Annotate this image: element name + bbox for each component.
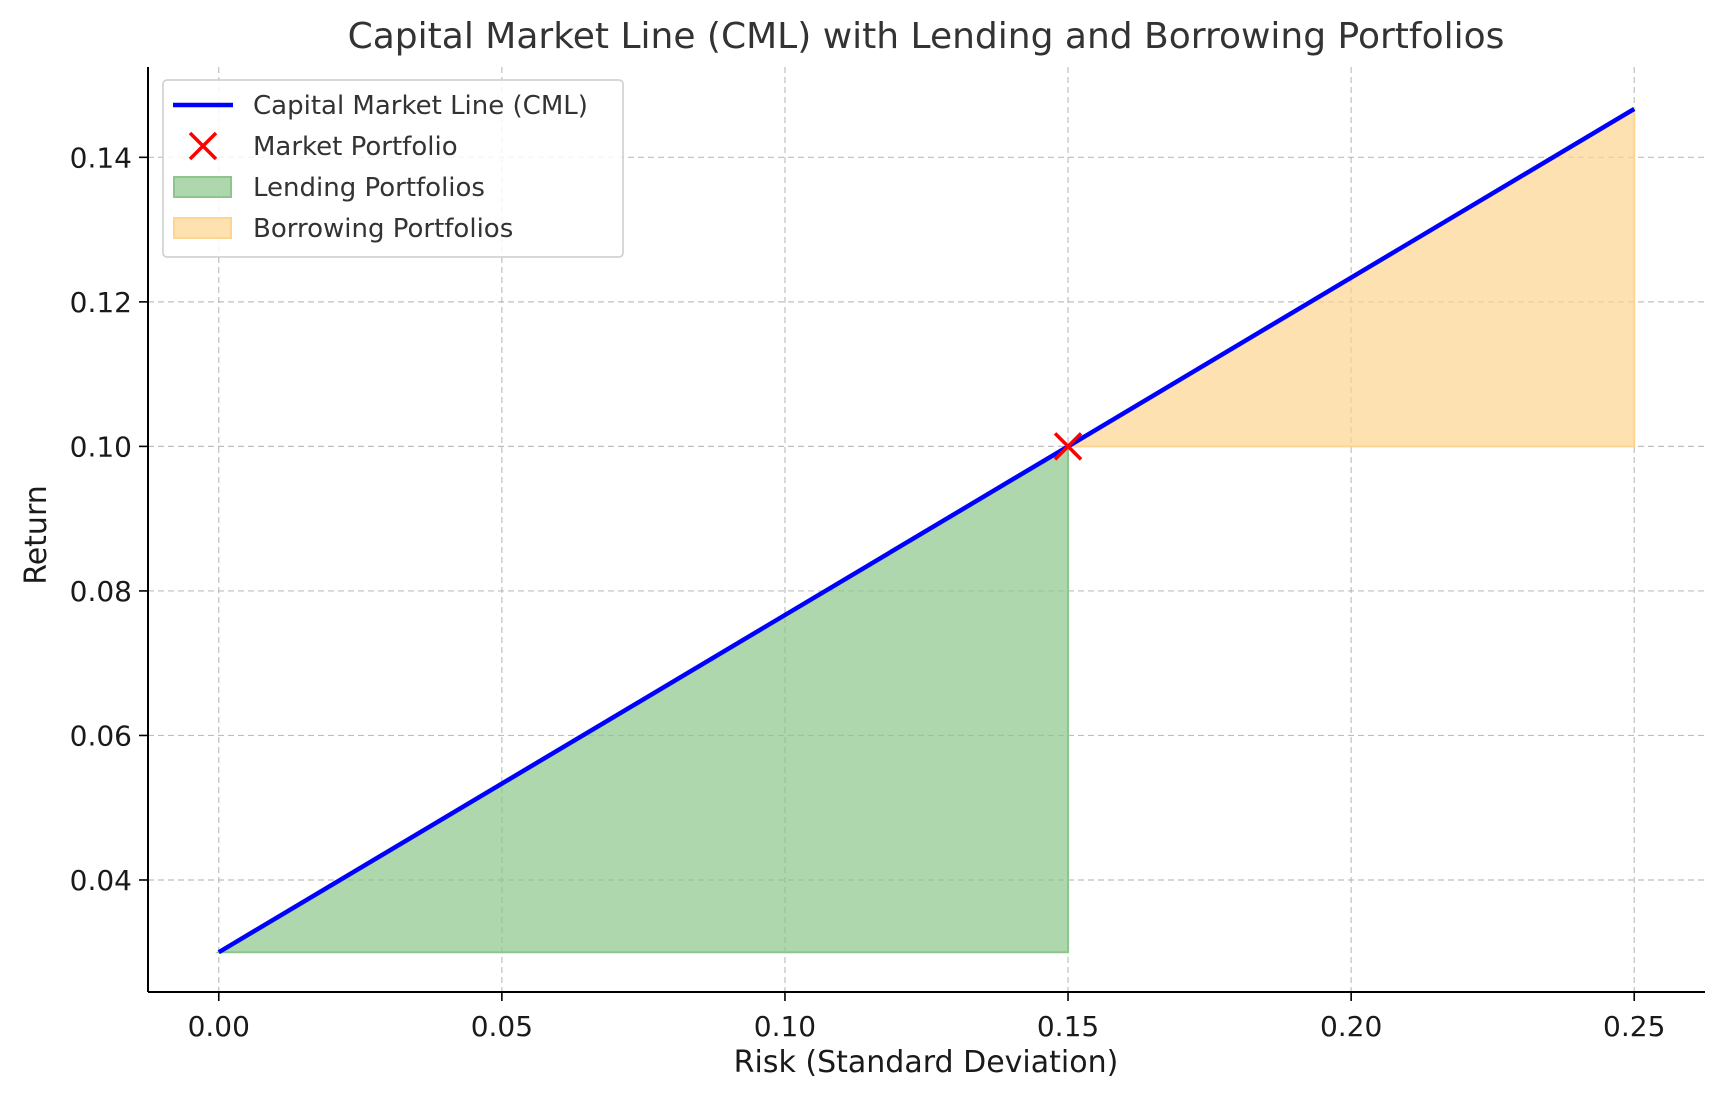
x-tick-label: 0.05 xyxy=(471,1010,533,1043)
x-tick-label: 0.00 xyxy=(188,1010,250,1043)
legend-fill-swatch xyxy=(173,217,232,239)
legend-label: Lending Portfolios xyxy=(253,173,485,203)
legend-label: Borrowing Portfolios xyxy=(253,214,513,244)
chart-title: Capital Market Line (CML) with Lending a… xyxy=(348,16,1505,57)
legend-fill-swatch xyxy=(173,176,232,198)
market-portfolio-marker xyxy=(1053,432,1083,461)
legend-entry: Market Portfolio xyxy=(188,131,458,162)
tick-labels: 0.00 0.05 0.10 0.15 0.20 0.25 0.04 0.06 0.08 0.10… xyxy=(70,141,1666,1043)
y-tick-label: 0.08 xyxy=(70,575,132,608)
legend-entry: Borrowing Portfolios xyxy=(173,214,513,244)
legend-marker-swatch xyxy=(188,131,218,161)
legend-label: Market Portfolio xyxy=(253,132,458,162)
axes xyxy=(139,67,1705,1001)
x-tick-label: 0.10 xyxy=(754,1010,816,1043)
series-markers xyxy=(1053,432,1083,461)
y-tick-label: 0.06 xyxy=(70,719,132,752)
x-axis-label: Risk (Standard Deviation) xyxy=(734,1045,1119,1080)
legend-label: Capital Market Line (CML) xyxy=(253,91,588,121)
x-tick-label: 0.25 xyxy=(1603,1010,1665,1043)
legend-entry: Lending Portfolios xyxy=(173,173,485,203)
y-tick-label: 0.14 xyxy=(70,141,132,174)
x-tick-label: 0.15 xyxy=(1037,1010,1099,1043)
legend-box xyxy=(162,79,624,258)
y-axis-label: Return xyxy=(19,485,54,585)
y-tick-label: 0.04 xyxy=(70,864,132,897)
y-tick-label: 0.12 xyxy=(70,286,132,319)
y-tick-label: 0.10 xyxy=(70,430,132,463)
legend-entry: Capital Market Line (CML) xyxy=(173,91,588,121)
legend: Capital Market Line (CML) Market Portfoli… xyxy=(162,79,624,258)
x-tick-label: 0.20 xyxy=(1320,1010,1382,1043)
marker-stroke xyxy=(1053,432,1083,461)
